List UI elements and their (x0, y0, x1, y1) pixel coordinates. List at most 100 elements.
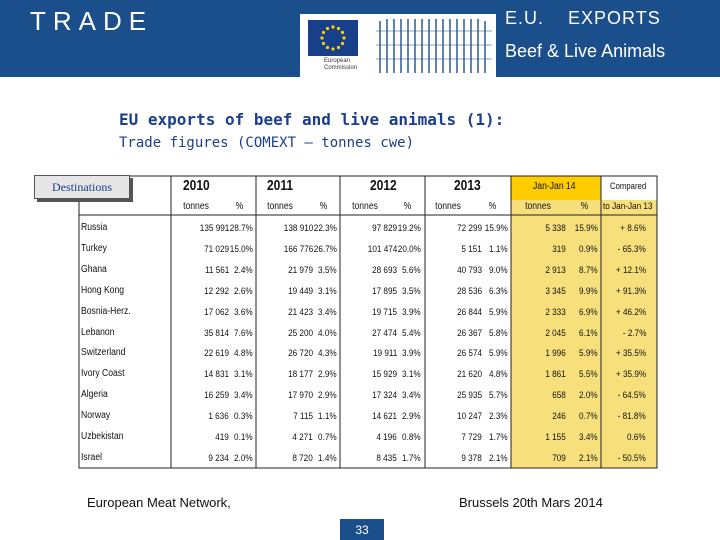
page-subtitle: Trade figures (COMEXT – tonnes cwe) (119, 135, 415, 151)
table-cell: 8 435 (376, 452, 397, 464)
table-cell: 6.3% (489, 285, 508, 297)
table-cell: 2.1% (489, 452, 508, 464)
table-cell: 16 259 (204, 390, 229, 402)
table-cell: 28 693 (372, 264, 397, 276)
unit-label: % (580, 201, 589, 212)
table-row-country: Israel (81, 451, 103, 463)
table-cell: 5.9% (489, 306, 508, 318)
table-cell: + 91.3% (615, 285, 646, 297)
table-cell: 2.0% (579, 390, 598, 402)
table-cell: 135 991 (199, 223, 229, 234)
year-header-jan: Jan-Jan 14 (533, 181, 576, 192)
table-cell: 166 776 (283, 243, 313, 255)
table-cell: + 8.6% (620, 223, 646, 234)
table-cell: 5 338 (545, 223, 566, 234)
table-cell: 4 271 (292, 432, 313, 443)
table-cell: 3.4% (318, 306, 337, 318)
table-cell: 5.9% (579, 348, 598, 360)
table-cell: 3.9% (402, 348, 421, 360)
table-cell: 9.9% (579, 285, 598, 297)
table-cell: 2.9% (402, 411, 421, 423)
table-cell: 101 474 (367, 243, 397, 255)
table-cell: 15.9% (484, 223, 508, 234)
table-cell: 25 200 (288, 327, 313, 339)
table-cell: 3.5% (402, 285, 421, 297)
table-cell: 3.4% (234, 390, 253, 402)
table-cell: 2 045 (545, 327, 566, 339)
table-cell: 26 574 (457, 348, 482, 360)
unit-label: % (488, 201, 497, 212)
table-cell: 97 829 (372, 223, 397, 234)
unit-label: % (235, 201, 244, 212)
compared-header: Compared (610, 181, 647, 191)
table-cell: 0.1% (234, 432, 253, 443)
table-cell: 2.9% (318, 369, 337, 381)
table-cell: 709 (552, 452, 566, 464)
table-cell: 2.0% (234, 452, 253, 464)
table-cell: 246 (552, 411, 566, 423)
table-cell: + 46.2% (615, 306, 646, 318)
table-cell: 40 793 (457, 264, 482, 276)
unit-label: tonnes (352, 201, 378, 212)
table-cell: 19.2% (397, 223, 421, 234)
table-cell: 319 (552, 243, 566, 255)
table-cell: 7.6% (234, 327, 253, 339)
table-cell: 5.9% (489, 348, 508, 360)
table-cell: 6.9% (579, 306, 598, 318)
table-cell: 2.1% (579, 452, 598, 464)
table-cell: 658 (552, 390, 566, 402)
table-cell: 3.1% (318, 285, 337, 297)
header-eu-exports: E.U. EXPORTS (505, 8, 661, 28)
table-cell: 3.9% (402, 306, 421, 318)
table-cell: 2 333 (545, 306, 566, 318)
table-cell: 2.6% (234, 285, 253, 297)
table-cell: 2 913 (545, 264, 566, 276)
table-cell: 26 367 (457, 327, 482, 339)
table-cell: 1 861 (545, 369, 566, 381)
table-cell: 5.8% (489, 327, 508, 339)
unit-label: tonnes (267, 201, 293, 212)
table-cell: 4.3% (318, 348, 337, 360)
table-cell: 4 196 (376, 432, 397, 443)
table-cell: 5.5% (579, 369, 598, 381)
table-cell: 17 062 (204, 306, 229, 318)
table-cell: 28.7% (229, 223, 253, 234)
berlaymont-building-icon (376, 17, 492, 75)
table-cell: 17 895 (372, 285, 397, 297)
table-cell: 2.3% (489, 411, 508, 423)
table-row-country: Ghana (81, 263, 107, 275)
table-cell: 9 378 (461, 452, 482, 464)
table-cell: 8.7% (579, 264, 598, 276)
table-cell: 11 561 (204, 264, 229, 276)
table-row-country: Algeria (81, 389, 108, 401)
table-cell: 14 621 (372, 411, 397, 423)
table-cell: 15.9% (574, 223, 598, 234)
table-cell: 419 (215, 432, 229, 443)
table-cell: 0.9% (579, 243, 598, 255)
table-row-country: Russia (81, 222, 108, 233)
footer-organization: European Meat Network, (87, 495, 231, 510)
table-cell: 3 345 (545, 285, 566, 297)
table-cell: 1 636 (208, 411, 229, 423)
footer-place-date: Brussels 20th Mars 2014 (459, 495, 603, 510)
year-header: 2011 (267, 177, 294, 194)
table-row-country: Switzerland (81, 347, 126, 359)
table-cell: 20.0% (397, 243, 421, 255)
highlight-compared-column (601, 200, 657, 468)
table-cell: 19 911 (372, 348, 397, 360)
section-title: TRADE (30, 6, 154, 36)
page-title: EU exports of beef and live animals (1): (119, 110, 505, 129)
table-cell: 17 324 (372, 390, 397, 402)
table-cell: 15.0% (229, 243, 253, 255)
table-cell: 1.1% (489, 243, 508, 255)
table-cell: 1.7% (402, 452, 421, 464)
table-cell: 21 423 (288, 306, 313, 318)
table-cell: + 35.5% (615, 348, 646, 360)
table-row-country: Norway (81, 410, 111, 422)
european-commission-logo: European Commission (300, 14, 496, 77)
table-cell: + 12.1% (615, 264, 646, 276)
table-cell: 27 474 (372, 327, 397, 339)
table-cell: 26 844 (457, 306, 482, 318)
table-cell: 4.8% (234, 348, 253, 360)
table-cell: 1.1% (318, 411, 337, 423)
